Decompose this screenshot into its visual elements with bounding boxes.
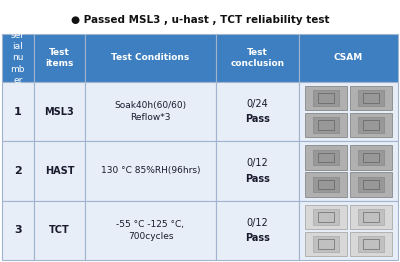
Bar: [363, 153, 380, 162]
Bar: [216, 141, 299, 201]
Text: 2: 2: [14, 166, 22, 176]
Bar: [312, 117, 340, 133]
Bar: [363, 120, 380, 130]
Bar: [318, 93, 334, 103]
Bar: [363, 212, 380, 222]
Text: TCT: TCT: [49, 225, 70, 235]
Bar: [318, 180, 334, 189]
Bar: [363, 239, 380, 249]
Bar: [34, 34, 85, 82]
Bar: [318, 212, 334, 222]
Text: HAST: HAST: [45, 166, 74, 176]
Text: 0/24: 0/24: [246, 99, 268, 109]
Bar: [312, 90, 340, 106]
Text: MSL3: MSL3: [44, 107, 74, 117]
Bar: [85, 34, 216, 82]
Text: 0/12: 0/12: [246, 218, 268, 228]
Bar: [350, 86, 392, 110]
Text: 130 °C 85%RH(96hrs): 130 °C 85%RH(96hrs): [101, 166, 200, 176]
Bar: [358, 209, 384, 225]
Bar: [358, 177, 384, 192]
Bar: [216, 201, 299, 260]
Bar: [85, 141, 216, 201]
Bar: [350, 172, 392, 196]
Bar: [299, 82, 398, 141]
Text: Pass: Pass: [245, 233, 270, 243]
Text: 3: 3: [14, 225, 22, 235]
Bar: [318, 239, 334, 249]
Bar: [363, 93, 380, 103]
Bar: [312, 150, 340, 165]
Text: Test Conditions: Test Conditions: [111, 53, 190, 63]
Bar: [318, 153, 334, 162]
Bar: [312, 236, 340, 252]
Bar: [363, 180, 380, 189]
Bar: [350, 113, 392, 137]
Bar: [85, 82, 216, 141]
Bar: [305, 205, 347, 229]
Bar: [216, 34, 299, 82]
Text: ● Passed MSL3 , u-hast , TCT reliability test: ● Passed MSL3 , u-hast , TCT reliability…: [71, 15, 329, 25]
Bar: [2, 141, 34, 201]
Bar: [34, 201, 85, 260]
Text: 0/12: 0/12: [246, 158, 268, 168]
Text: Test
items: Test items: [45, 48, 74, 68]
Text: 1: 1: [14, 107, 22, 117]
Bar: [2, 82, 34, 141]
Text: Soak40h(60/60)
Reflow*3: Soak40h(60/60) Reflow*3: [114, 101, 186, 122]
Text: Pass: Pass: [245, 114, 270, 124]
Bar: [358, 150, 384, 165]
Bar: [305, 113, 347, 137]
Bar: [216, 82, 299, 141]
Bar: [299, 201, 398, 260]
Bar: [358, 90, 384, 106]
Bar: [350, 145, 392, 170]
Bar: [2, 201, 34, 260]
Bar: [358, 236, 384, 252]
Bar: [299, 34, 398, 82]
Text: CSAM: CSAM: [334, 53, 363, 63]
Text: Test
conclusion: Test conclusion: [230, 48, 284, 68]
Bar: [350, 205, 392, 229]
Bar: [299, 141, 398, 201]
Bar: [305, 86, 347, 110]
Text: -55 °C -125 °C,
700cycles: -55 °C -125 °C, 700cycles: [116, 220, 184, 241]
Bar: [305, 145, 347, 170]
Bar: [312, 209, 340, 225]
Bar: [312, 177, 340, 192]
Bar: [2, 34, 34, 82]
Text: ser
ial
nu
mb
er: ser ial nu mb er: [10, 31, 25, 85]
Bar: [305, 172, 347, 196]
Bar: [85, 201, 216, 260]
Bar: [34, 141, 85, 201]
Bar: [305, 232, 347, 256]
Bar: [34, 82, 85, 141]
Bar: [358, 117, 384, 133]
Bar: [318, 120, 334, 130]
Bar: [350, 232, 392, 256]
Text: Pass: Pass: [245, 174, 270, 184]
